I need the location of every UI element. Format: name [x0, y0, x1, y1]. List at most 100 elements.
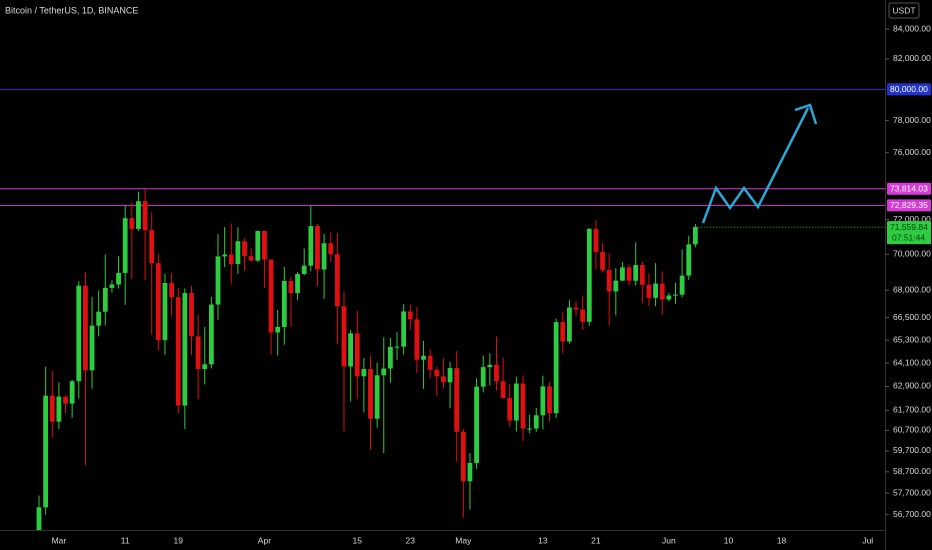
candle-body	[69, 381, 75, 404]
candle-body	[653, 283, 658, 298]
candle-body	[89, 325, 95, 371]
candle-body	[580, 309, 586, 322]
x-tick-label: May	[455, 535, 472, 545]
candle-body	[421, 355, 426, 360]
candle-body	[308, 226, 314, 266]
candle-body	[195, 336, 201, 369]
candle-body	[474, 386, 479, 463]
candle-body	[328, 243, 334, 255]
x-tick-label: 11	[121, 535, 130, 545]
candle-body	[248, 256, 254, 261]
y-tick-label: 68,000.00	[893, 284, 931, 294]
candle-body	[387, 346, 393, 369]
y-tick-label: 61,700.00	[893, 404, 931, 414]
x-tick-label: 10	[724, 535, 734, 545]
candle-body	[76, 285, 82, 382]
candle-body	[56, 396, 62, 422]
x-tick-label: 13	[538, 535, 548, 545]
candle-body	[646, 284, 652, 298]
candle-body	[659, 283, 665, 300]
candle-body	[182, 293, 188, 406]
candle-body	[374, 375, 380, 419]
candle-body	[692, 227, 698, 245]
y-tick-label: 82,000.00	[893, 53, 931, 63]
candle-body	[513, 383, 519, 421]
x-tick-label: 21	[591, 535, 601, 545]
candle-body	[381, 368, 387, 376]
last-price-label: 71,559.84	[890, 222, 928, 232]
x-tick-label: 23	[406, 535, 416, 545]
level-badge	[887, 199, 931, 212]
candle-body	[600, 251, 605, 270]
candle-body	[633, 265, 639, 281]
candle-body	[162, 283, 168, 341]
y-tick-label: 72,000.00	[893, 214, 931, 224]
level-label: 73,814.03	[890, 184, 928, 194]
candle-body	[460, 431, 466, 482]
candle-body	[606, 269, 612, 292]
projection-arrow-head	[794, 103, 818, 125]
y-tick-label: 56,700.00	[893, 509, 931, 519]
candle-body	[49, 395, 55, 422]
candle-body	[533, 415, 539, 429]
chart-title: Bitcoin / TetherUS, 1D, BINANCE	[5, 5, 138, 15]
candle-body	[142, 201, 148, 231]
candle-body	[447, 368, 453, 383]
candle-body	[553, 322, 559, 414]
candle-body	[454, 368, 460, 432]
candle-body	[275, 327, 281, 333]
candle-body	[527, 428, 533, 430]
candle-body	[149, 230, 155, 264]
candle-body	[341, 306, 347, 367]
candle-body	[109, 284, 115, 288]
candle-body	[467, 462, 473, 482]
y-tick-label: 60,700.00	[893, 425, 931, 435]
x-tick-label: 18	[777, 535, 787, 545]
candle-body	[301, 265, 307, 274]
candle-body	[480, 367, 486, 387]
level-badge	[887, 83, 931, 96]
candle-body	[348, 333, 354, 367]
y-tick-label: 70,000.00	[893, 249, 931, 259]
candle-body	[36, 507, 42, 530]
candle-body	[401, 311, 407, 347]
level-label: 80,000.00	[890, 84, 928, 94]
y-tick-label: 62,900.00	[893, 381, 931, 391]
candle-body	[487, 364, 493, 368]
candle-body	[242, 241, 247, 257]
level-badge	[887, 182, 931, 195]
candle-body	[281, 280, 287, 328]
candle-body	[122, 218, 128, 273]
candle-body	[673, 294, 678, 296]
y-tick-label: 57,700.00	[893, 487, 931, 497]
candle-body	[235, 241, 241, 264]
last-price-badge	[887, 221, 931, 245]
candle-body	[394, 346, 400, 348]
candle-body	[155, 263, 161, 341]
y-tick-label: 64,100.00	[893, 357, 931, 367]
candle-body	[63, 396, 68, 404]
candle-body	[586, 229, 592, 322]
candle-body	[169, 283, 174, 298]
candle-body	[434, 369, 440, 377]
candle-body	[361, 369, 367, 377]
plot-area	[0, 88, 885, 530]
x-tick-label: 15	[353, 535, 363, 545]
candle-body	[116, 272, 121, 285]
y-tick-label: 84,000.00	[893, 23, 931, 33]
x-tick-label: Apr	[258, 535, 271, 545]
candle-body	[494, 364, 499, 382]
candle-body	[620, 267, 625, 281]
candle-body	[189, 293, 194, 337]
y-tick-label: 65,300.00	[893, 334, 931, 344]
x-tick-label: Jul	[862, 535, 873, 545]
candle-body	[686, 244, 692, 276]
candle-body	[129, 218, 135, 229]
candle-body	[43, 395, 49, 508]
candle-body	[507, 398, 513, 421]
x-tick-label: Jun	[662, 535, 676, 545]
candle-body	[441, 376, 446, 383]
currency-box[interactable]	[888, 2, 920, 19]
currency-label[interactable]: USDT	[892, 5, 915, 15]
candle-body	[626, 267, 632, 281]
